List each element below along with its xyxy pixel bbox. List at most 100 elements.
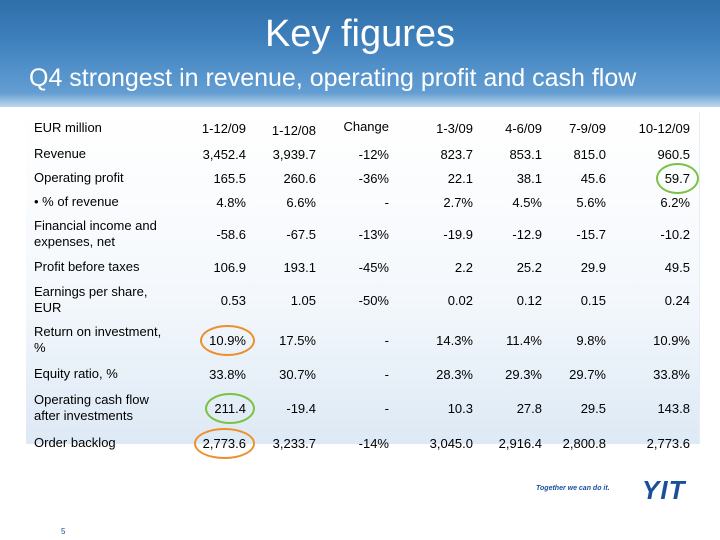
table-cell: 1.05 <box>290 292 316 308</box>
table-cell: -10.2 <box>660 226 690 242</box>
table-cell: 2,916.4 <box>498 435 542 451</box>
table-cell: - <box>384 194 389 210</box>
table-cell: -12.9 <box>512 226 542 242</box>
table-cell: - <box>384 366 389 382</box>
highlighted-value: 59.7 <box>655 162 700 194</box>
column-header: 7-9/09 <box>569 120 606 136</box>
row-label: Operating cash flow after investments <box>34 392 149 423</box>
table-row: Order backlog 2,773.6 3,233.7 -14% 3,045… <box>28 427 696 459</box>
table-row: Operating profit 165.5 260.6 -36% 22.1 3… <box>28 162 700 194</box>
table-cell: 960.5 <box>657 146 690 162</box>
table-cell: -19.9 <box>443 226 473 242</box>
table-row: Operating cash flow after investments 21… <box>28 388 696 428</box>
table-cell: -67.5 <box>286 226 316 242</box>
table-cell: 2.7% <box>443 194 473 210</box>
table-cell: 27.8 <box>516 400 542 416</box>
table-cell: 0.24 <box>664 292 690 308</box>
table-cell: 0.53 <box>220 292 246 308</box>
table-cell: 30.7% <box>279 366 316 382</box>
table-cell: -14% <box>358 435 389 451</box>
row-label: Revenue <box>34 146 87 161</box>
key-figures-table: EUR million 1-12/09 1-12/08 Change 1-3/0… <box>28 114 700 459</box>
page-number: 5 <box>61 527 66 536</box>
table-cell: 38.1 <box>516 170 542 186</box>
table-cell: 2,773.6 <box>178 427 256 459</box>
table-cell: 2,800.8 <box>562 435 606 451</box>
table-cell: 5.6% <box>576 194 606 210</box>
column-header: 1-12/09 <box>201 120 246 136</box>
table-cell: 10.9% <box>653 332 690 348</box>
table-cell: 10.3 <box>447 400 473 416</box>
table-cell: 6.6% <box>286 194 316 210</box>
table-cell: 0.02 <box>447 292 473 308</box>
table-row: Profit before taxes 106.9 193.1 -45% 2.2… <box>28 254 696 280</box>
table-cell: 823.7 <box>440 146 473 162</box>
table-cell: -45% <box>358 259 389 275</box>
table-cell: 28.3% <box>436 366 473 382</box>
page-title: Key figures <box>264 13 456 55</box>
row-label: Return on investment, % <box>34 324 162 355</box>
table-cell: 29.7% <box>569 366 606 382</box>
table-cell: 22.1 <box>447 170 473 186</box>
table-cell: 11.4% <box>506 332 542 348</box>
table-cell: 9.8% <box>576 332 606 348</box>
logo-brand: YIT <box>642 475 686 505</box>
table-cell: 143.8 <box>657 400 690 416</box>
table-cell: 260.6 <box>283 170 316 186</box>
table-cell: - <box>384 400 389 416</box>
row-label: Equity ratio, % <box>34 366 118 381</box>
table-cell: -36% <box>358 170 389 186</box>
table-cell: 29.9 <box>580 259 606 275</box>
row-label: Operating profit <box>34 170 124 185</box>
column-header: Change <box>343 118 389 134</box>
highlighted-value: 10.9% <box>200 324 255 356</box>
table-cell: 14.3% <box>436 332 473 348</box>
title-banner: Key figures Q4 strongest in revenue, ope… <box>0 0 720 107</box>
row-label: • % of revenue <box>34 194 119 209</box>
table-cell: 2.2 <box>454 259 473 275</box>
column-header: 10-12/09 <box>638 120 690 136</box>
table-row: Return on investment, % 10.9% 17.5% - 14… <box>28 320 696 360</box>
table-cell: -19.4 <box>286 400 316 416</box>
table-cell: 45.6 <box>580 170 606 186</box>
table-row: Revenue 3,452.4 3,939.7 -12% 823.7 853.1… <box>28 142 696 166</box>
highlighted-value: 2,773.6 <box>193 427 256 459</box>
table-row: Equity ratio, % 33.8% 30.7% - 28.3% 29.3… <box>28 360 696 388</box>
table-cell: 2,773.6 <box>646 435 690 451</box>
table-cell: 59.7 <box>612 162 700 194</box>
row-label: Financial income and expenses, net <box>34 218 157 249</box>
table-cell: - <box>384 332 389 348</box>
table-cell: -13% <box>358 226 389 242</box>
table-cell: 10.9% <box>178 320 255 360</box>
row-label: Profit before taxes <box>34 259 140 274</box>
table-row: Earnings per share, EUR 0.53 1.05 -50% 0… <box>28 280 696 320</box>
table-cell: 853.1 <box>509 146 542 162</box>
logo-tagline: Together we can do it. <box>536 485 610 492</box>
table-cell: 165.5 <box>213 170 246 186</box>
table-cell: 3,045.0 <box>429 435 473 451</box>
column-header: 1-12/08 <box>271 122 316 138</box>
table-cell: 193.1 <box>283 259 316 275</box>
table-cell: 29.5 <box>580 400 606 416</box>
table-row: • % of revenue 4.8% 6.6% - 2.7% 4.5% 5.6… <box>28 190 696 214</box>
unit-label: EUR million <box>34 120 102 135</box>
table-cell: 33.8% <box>653 366 690 382</box>
table-cell: -12% <box>358 146 389 162</box>
table-cell: 3,233.7 <box>272 435 316 451</box>
table-cell: 0.15 <box>580 292 606 308</box>
yit-logo: Together we can do it. YIT <box>536 475 692 505</box>
table-cell: 3,452.4 <box>202 146 246 162</box>
table-cell: -50% <box>358 292 389 308</box>
table-cell: 3,939.7 <box>272 146 316 162</box>
table-cell: 106.9 <box>213 259 246 275</box>
table-row: Financial income and expenses, net -58.6… <box>28 214 696 254</box>
table-cell: 6.2% <box>660 194 690 210</box>
table-cell: 33.8% <box>209 366 246 382</box>
table-cell: -15.7 <box>576 226 606 242</box>
table-cell: 25.2 <box>516 259 542 275</box>
page-subtitle: Q4 strongest in revenue, operating profi… <box>29 64 637 92</box>
table-cell: 49.5 <box>664 259 690 275</box>
row-label: Earnings per share, EUR <box>34 284 148 315</box>
table-header-row: EUR million 1-12/09 1-12/08 Change 1-3/0… <box>28 114 696 142</box>
table-cell: 4.8% <box>216 194 246 210</box>
